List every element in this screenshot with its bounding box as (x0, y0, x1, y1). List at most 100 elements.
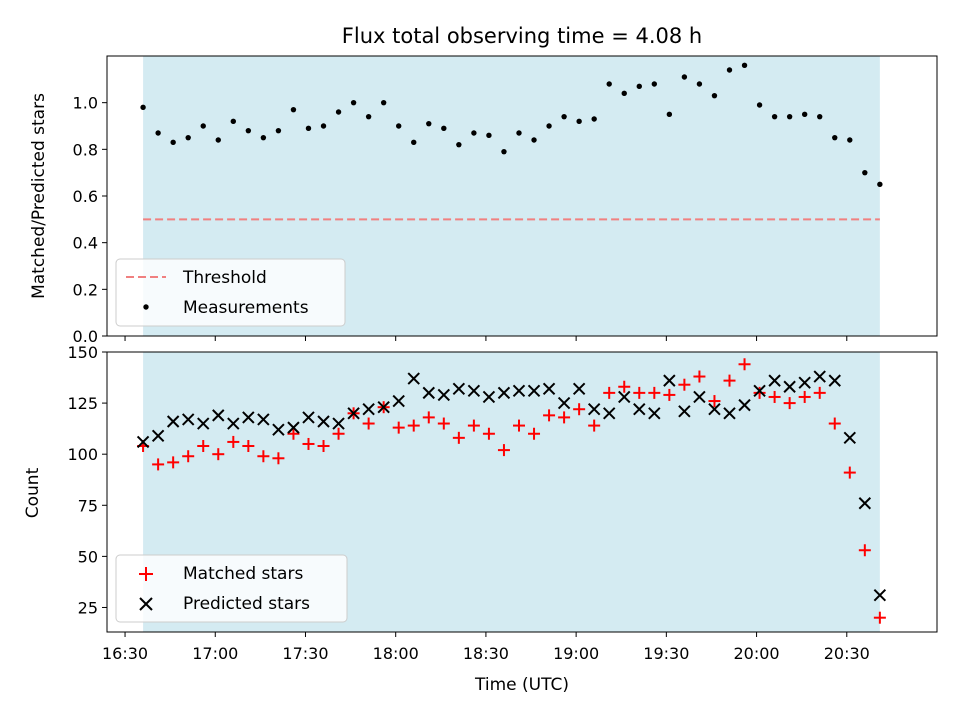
predicted-star-point (858, 497, 872, 510)
matched-star-point (407, 419, 420, 432)
matched-star-point (452, 431, 465, 444)
predicted-star-point (422, 386, 435, 400)
measurement-point (140, 104, 146, 111)
predicted-star-point (272, 423, 285, 436)
measurement-point (501, 148, 507, 155)
matched-star-point (573, 403, 586, 416)
measurement-point (741, 62, 748, 69)
matched-star-point (558, 411, 571, 424)
predicted-star-point (497, 386, 511, 400)
y-tick-label: 25 (78, 598, 98, 617)
y-tick-label: 1.0 (73, 94, 98, 113)
predicted-star-point (603, 407, 616, 420)
matched-star-point (798, 390, 811, 403)
measurement-point (711, 92, 718, 99)
predicted-star-point (527, 384, 541, 398)
predicted-star-point (708, 403, 721, 416)
measurement-point (546, 123, 552, 129)
matched-star-point (317, 440, 330, 453)
top-y-ticks: 0.0 0.2 0.4 0.6 0.8 1.0 (73, 94, 107, 346)
predicted-star-point (257, 413, 270, 426)
measurement-point (756, 102, 763, 108)
measurement-point (576, 118, 582, 125)
matched-star-point (783, 397, 796, 410)
matched-star-point (618, 380, 631, 393)
matched-star-point (212, 448, 225, 461)
measurement-point (471, 130, 477, 136)
matched-star-point (467, 419, 480, 432)
measurement-point (426, 120, 432, 127)
y-tick-label: 0.4 (73, 234, 98, 253)
predicted-star-point (753, 384, 766, 398)
matched-star-point (708, 395, 721, 408)
matched-star-point (437, 417, 450, 430)
x-axis-label: Time (UTC) (474, 675, 569, 695)
measurement-point (245, 127, 252, 134)
predicted-star-point (557, 396, 571, 410)
predicted-star-point (362, 403, 375, 416)
measurement-point (786, 113, 793, 120)
matched-star-point (828, 417, 841, 430)
measurement-point (230, 118, 237, 125)
matched-star-point (332, 427, 345, 440)
predicted-star-point (663, 374, 676, 387)
top-y-axis-label: Matched/Predicted stars (29, 93, 49, 299)
measurement-point (396, 123, 402, 129)
predicted-star-point (467, 384, 481, 398)
predicted-star-point (227, 417, 240, 430)
legend-matched-label: Matched stars (183, 564, 303, 584)
predicted-star-point (197, 417, 210, 430)
x-tick-label: 20:00 (734, 644, 780, 663)
measurement-point (636, 83, 642, 90)
measurement-point (215, 137, 221, 143)
measurement-point (621, 90, 627, 97)
measurement-point (335, 109, 342, 115)
matched-star-point (633, 386, 646, 399)
predicted-star-point (136, 435, 150, 449)
predicted-star-point (287, 421, 300, 434)
x-tick-label: 19:30 (643, 644, 689, 663)
predicted-star-point (873, 589, 887, 602)
predicted-star-point (828, 374, 841, 387)
measurement-point (847, 137, 853, 143)
x-tick-label: 16:30 (102, 644, 148, 663)
measurement-point (260, 134, 267, 141)
measurements-points (140, 62, 883, 188)
predicted-star-point (166, 415, 180, 428)
measurement-point (591, 116, 597, 122)
predicted-star-point (347, 407, 360, 420)
matched-star-point (873, 611, 886, 624)
matched-star-point (663, 388, 676, 401)
predicted-star-point (648, 407, 661, 420)
predicted-star-point (407, 372, 420, 385)
predicted-stars-points (136, 370, 887, 602)
predicted-star-point (587, 403, 601, 416)
measurement-point (862, 169, 868, 176)
predicted-star-point (678, 405, 691, 418)
predicted-star-point (618, 390, 631, 404)
bottom-y-axis-label: Count (23, 467, 43, 518)
matched-star-point (257, 450, 270, 463)
matched-star-point (302, 437, 315, 450)
measurement-point (275, 127, 282, 134)
predicted-star-point (392, 394, 405, 408)
predicted-star-point (242, 411, 255, 424)
measurement-point (350, 99, 357, 106)
predicted-star-point (512, 384, 526, 398)
predicted-star-point (813, 370, 826, 383)
matched-star-point (272, 452, 285, 465)
x-tick-label: 17:30 (282, 644, 328, 663)
y-tick-label: 0.6 (73, 187, 98, 206)
x-tick-label: 18:00 (373, 644, 419, 663)
matched-star-point (197, 440, 210, 453)
y-tick-label: 150 (67, 343, 98, 362)
predicted-star-point (542, 382, 556, 395)
measurement-point (801, 111, 808, 118)
top-x-ticks (124, 336, 848, 341)
measurement-point (771, 113, 778, 120)
predicted-star-point (151, 429, 165, 443)
matched-star-point (242, 440, 255, 453)
predicted-star-point (572, 382, 586, 395)
x-tick-label: 17:00 (192, 644, 238, 663)
bottom-y-ticks: 25 50 75 100 125 150 (67, 343, 107, 617)
